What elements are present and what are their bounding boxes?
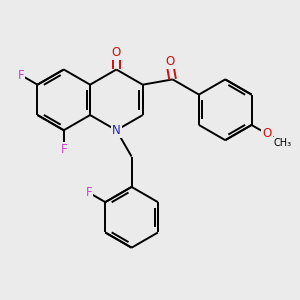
Text: F: F bbox=[61, 143, 67, 156]
Text: O: O bbox=[165, 55, 174, 68]
Text: O: O bbox=[262, 128, 272, 140]
Text: CH₃: CH₃ bbox=[274, 138, 292, 148]
Text: N: N bbox=[112, 124, 121, 137]
Text: F: F bbox=[85, 186, 92, 199]
Text: O: O bbox=[112, 46, 121, 59]
Text: F: F bbox=[18, 69, 24, 82]
